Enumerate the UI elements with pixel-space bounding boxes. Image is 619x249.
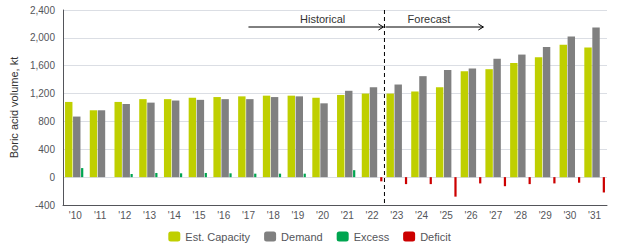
svg-text:'16: '16	[217, 210, 230, 221]
svg-text:'10: '10	[69, 210, 82, 221]
svg-text:'23: '23	[390, 210, 403, 221]
svg-text:'24: '24	[415, 210, 428, 221]
svg-text:'31: '31	[588, 210, 601, 221]
svg-text:-400: -400	[35, 200, 55, 211]
svg-text:'29: '29	[539, 210, 552, 221]
svg-text:'17: '17	[242, 210, 255, 221]
svg-text:'20: '20	[316, 210, 329, 221]
svg-text:400: 400	[38, 144, 55, 155]
svg-text:'19: '19	[291, 210, 304, 221]
svg-text:'15: '15	[192, 210, 205, 221]
svg-text:'22: '22	[366, 210, 379, 221]
svg-text:'11: '11	[94, 210, 107, 221]
svg-text:'21: '21	[341, 210, 354, 221]
svg-text:Boric acid volume, kt: Boric acid volume, kt	[8, 57, 20, 158]
svg-text:Deficit: Deficit	[420, 231, 451, 243]
svg-text:'28: '28	[514, 210, 527, 221]
svg-text:Forecast: Forecast	[408, 13, 451, 25]
svg-text:1,200: 1,200	[30, 88, 55, 99]
svg-text:'26: '26	[464, 210, 477, 221]
svg-text:Demand: Demand	[281, 231, 323, 243]
svg-text:Excess: Excess	[354, 231, 390, 243]
svg-text:'14: '14	[168, 210, 181, 221]
svg-text:2,000: 2,000	[30, 32, 55, 43]
svg-text:1,600: 1,600	[30, 60, 55, 71]
svg-text:0: 0	[49, 172, 55, 183]
svg-text:'27: '27	[489, 210, 502, 221]
svg-text:'12: '12	[118, 210, 131, 221]
svg-text:'25: '25	[440, 210, 453, 221]
svg-text:'30: '30	[563, 210, 576, 221]
svg-text:Historical: Historical	[300, 13, 345, 25]
svg-text:Est. Capacity: Est. Capacity	[185, 231, 250, 243]
svg-text:'18: '18	[267, 210, 280, 221]
svg-text:2,400: 2,400	[30, 5, 55, 16]
svg-text:'13: '13	[143, 210, 156, 221]
svg-text:800: 800	[38, 116, 55, 127]
